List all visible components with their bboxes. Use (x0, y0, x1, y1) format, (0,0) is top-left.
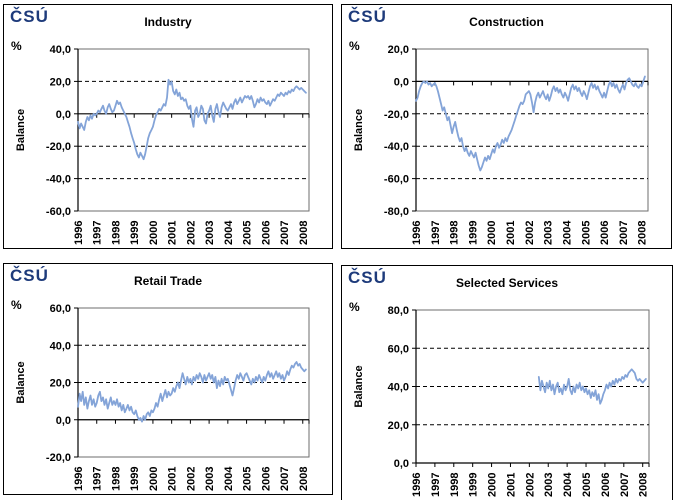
svg-text:2000: 2000 (487, 473, 499, 497)
svg-text:1997: 1997 (92, 221, 104, 245)
svg-text:60,0: 60,0 (50, 303, 71, 315)
svg-text:2005: 2005 (242, 467, 254, 491)
svg-text:40,0: 40,0 (50, 44, 71, 56)
svg-text:2001: 2001 (505, 473, 517, 497)
svg-text:2005: 2005 (581, 473, 593, 497)
svg-text:60,0: 60,0 (388, 343, 409, 355)
svg-text:2000: 2000 (486, 221, 498, 245)
svg-text:1996: 1996 (411, 221, 423, 245)
svg-text:1997: 1997 (430, 221, 442, 245)
svg-text:1998: 1998 (449, 221, 461, 245)
csu-logo: ČSÚ (10, 266, 49, 285)
svg-text:1997: 1997 (92, 467, 104, 491)
svg-text:20,0: 20,0 (50, 378, 71, 390)
svg-text:2007: 2007 (618, 221, 630, 245)
svg-text:2008: 2008 (638, 473, 650, 497)
csu-logo: ČSÚ (348, 268, 387, 287)
svg-text:2008: 2008 (298, 467, 310, 491)
svg-text:-80,0: -80,0 (384, 206, 409, 218)
svg-text:2007: 2007 (279, 221, 291, 245)
svg-text:80,0: 80,0 (388, 305, 409, 317)
svg-text:Balance: Balance (353, 365, 365, 407)
svg-text:Balance: Balance (15, 109, 27, 151)
svg-text:2002: 2002 (524, 221, 536, 245)
chart-title: Retail Trade (133, 274, 203, 288)
svg-text:2004: 2004 (223, 466, 235, 491)
svg-text:2006: 2006 (260, 467, 272, 491)
svg-text:-60,0: -60,0 (384, 174, 409, 186)
svg-text:Balance: Balance (353, 109, 365, 151)
chart-title: Construction (469, 15, 544, 29)
svg-text:1998: 1998 (449, 473, 461, 497)
svg-text:2006: 2006 (260, 221, 272, 245)
industry-line-chart: -60,0 -40,0 -20,0 0,0 20,0 40,0 1996 1997 1998 19… (15, 44, 310, 245)
svg-text:2005: 2005 (580, 221, 592, 245)
svg-text:2000: 2000 (148, 467, 160, 491)
svg-text:2003: 2003 (543, 473, 555, 497)
svg-text:2002: 2002 (524, 473, 536, 497)
construction-line-chart: -80,0 -60,0 -40,0 -20,0 0,0 20,0 1996 1997 1998 1… (353, 44, 649, 245)
svg-text:Balance: Balance (15, 361, 27, 403)
svg-text:-20,0: -20,0 (46, 141, 71, 153)
svg-text:0,0: 0,0 (56, 109, 71, 121)
svg-text:2004: 2004 (223, 220, 235, 245)
svg-text:1996: 1996 (73, 221, 85, 245)
svg-text:2007: 2007 (619, 473, 631, 497)
svg-text:1996: 1996 (411, 473, 423, 497)
svg-text:2002: 2002 (185, 467, 197, 491)
svg-text:2002: 2002 (185, 221, 197, 245)
svg-text:2003: 2003 (204, 467, 216, 491)
svg-text:1998: 1998 (110, 221, 122, 245)
svg-text:2006: 2006 (600, 473, 612, 497)
svg-text:2006: 2006 (599, 221, 611, 245)
svg-text:2000: 2000 (148, 221, 160, 245)
svg-text:20,0: 20,0 (388, 44, 409, 56)
svg-text:40,0: 40,0 (50, 340, 71, 352)
svg-text:0,0: 0,0 (394, 458, 409, 470)
chart-panel-industry: -60,0 -40,0 -20,0 0,0 20,0 40,0 1996 1997 1998 19… (3, 4, 333, 249)
chart-title: Selected Services (455, 276, 559, 290)
svg-text:1999: 1999 (468, 473, 480, 497)
svg-text:2008: 2008 (637, 221, 649, 245)
svg-text:2007: 2007 (279, 467, 291, 491)
svg-text:-20,0: -20,0 (384, 109, 409, 121)
svg-text:1999: 1999 (129, 467, 141, 491)
svg-text:0,0: 0,0 (394, 76, 409, 88)
svg-text:1999: 1999 (467, 221, 479, 245)
svg-text:-20,0: -20,0 (46, 452, 71, 464)
svg-text:2001: 2001 (505, 221, 517, 245)
svg-text:2005: 2005 (242, 221, 254, 245)
svg-text:40,0: 40,0 (388, 382, 409, 394)
svg-text:2004: 2004 (561, 220, 573, 245)
svg-text:2001: 2001 (167, 467, 179, 491)
csu-logo: ČSÚ (348, 7, 387, 26)
percent-label: % (349, 39, 360, 53)
svg-text:2003: 2003 (543, 221, 555, 245)
svg-text:1998: 1998 (110, 467, 122, 491)
selected-services-line-chart: 0,0 20,0 40,0 60,0 80,0 1996 1997 1998 1999 2000 2… (353, 305, 650, 497)
svg-text:20,0: 20,0 (388, 420, 409, 432)
svg-text:1996: 1996 (73, 467, 85, 491)
percent-label: % (11, 298, 22, 312)
svg-text:1997: 1997 (430, 473, 442, 497)
chart-title: Industry (144, 15, 192, 29)
svg-text:2003: 2003 (204, 221, 216, 245)
svg-text:-60,0: -60,0 (46, 206, 71, 218)
chart-panel-retail-trade: -20,0 0,0 20,0 40,0 60,0 1996 1997 1998 1999 2000… (3, 263, 333, 495)
chart-panel-construction: -80,0 -60,0 -40,0 -20,0 0,0 20,0 1996 1997 1998 1… (341, 4, 672, 249)
percent-label: % (349, 300, 360, 314)
svg-text:2008: 2008 (298, 221, 310, 245)
csu-logo: ČSÚ (10, 7, 49, 26)
svg-text:1999: 1999 (129, 221, 141, 245)
svg-text:0,0: 0,0 (56, 415, 71, 427)
svg-text:2001: 2001 (167, 221, 179, 245)
percent-label: % (11, 39, 22, 53)
svg-text:20,0: 20,0 (50, 76, 71, 88)
svg-text:-40,0: -40,0 (384, 141, 409, 153)
svg-text:2004: 2004 (562, 472, 574, 497)
svg-text:-40,0: -40,0 (46, 174, 71, 186)
chart-panel-selected-services: 0,0 20,0 40,0 60,0 80,0 1996 1997 1998 1999 2000 2… (341, 265, 673, 500)
retail-trade-line-chart: -20,0 0,0 20,0 40,0 60,0 1996 1997 1998 1999 2000… (15, 303, 310, 491)
